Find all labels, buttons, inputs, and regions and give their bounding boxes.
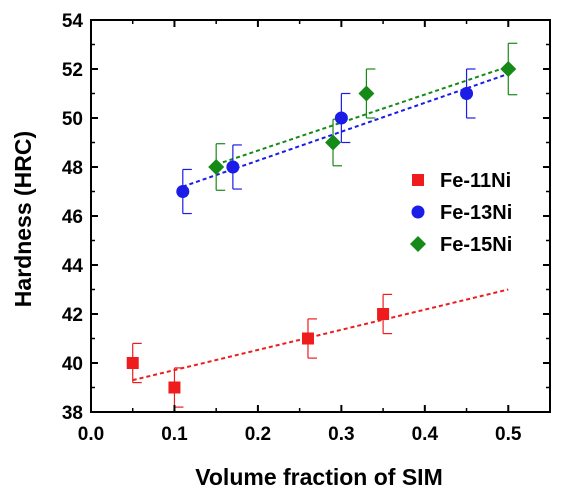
data-point-fe-13ni — [176, 185, 190, 198]
legend-label-fe-11ni: Fe-11Ni — [440, 170, 511, 192]
fit-line-fe-11ni — [132, 288, 509, 382]
y-tick-label: 40 — [62, 354, 83, 375]
y-tick-label: 46 — [62, 207, 83, 228]
data-point-fe-15ni — [325, 134, 342, 151]
y-tick-label: 38 — [62, 403, 83, 424]
data-point-fe-11ni — [301, 332, 314, 345]
y-tick-label: 42 — [62, 305, 83, 326]
legend-marker-fe-11ni — [412, 174, 424, 186]
legend-marker-fe-15ni — [410, 236, 426, 252]
legend-marker-fe-13ni — [411, 205, 425, 219]
x-tick-label: 0.5 — [495, 424, 522, 445]
y-tick-label: 48 — [62, 158, 83, 179]
y-axis-title: Hardness (HRC) — [10, 131, 36, 307]
data-point-fe-15ni — [358, 85, 375, 102]
y-tick-label: 54 — [62, 11, 84, 32]
x-tick-label: 0.4 — [412, 424, 439, 445]
data-point-fe-11ni — [377, 308, 390, 320]
data-point-fe-13ni — [460, 87, 474, 100]
y-tick-label: 44 — [62, 256, 84, 277]
data-point-fe-11ni — [168, 381, 181, 394]
fit-line-fe-15ni — [215, 65, 509, 166]
y-tick-label: 52 — [62, 60, 83, 81]
legend-label-fe-13ni: Fe-13Ni — [440, 202, 512, 224]
data-point-fe-13ni — [334, 111, 348, 125]
legend-label-fe-15ni: Fe-15Ni — [440, 234, 512, 256]
x-tick-label: 0.2 — [245, 424, 271, 445]
data-point-fe-15ni — [208, 159, 225, 175]
x-tick-label: 0.3 — [328, 424, 354, 445]
data-point-fe-15ni — [500, 61, 517, 77]
x-tick-label: 0.1 — [161, 424, 188, 445]
data-point-fe-13ni — [226, 160, 240, 174]
x-tick-label: 0.0 — [78, 424, 104, 445]
y-tick-label: 50 — [62, 109, 83, 130]
x-axis-title: Volume fraction of SIM — [195, 464, 442, 490]
data-point-fe-11ni — [126, 357, 139, 369]
